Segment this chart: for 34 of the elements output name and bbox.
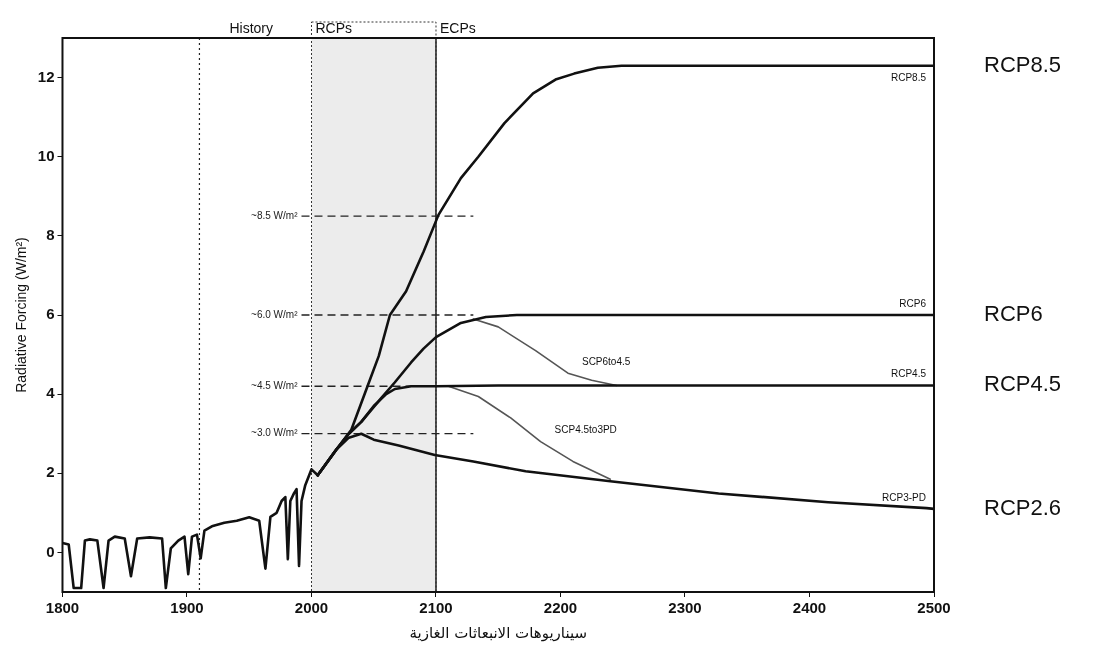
ref-line-label: ~3.0 W/m² xyxy=(251,427,299,439)
text: RCP6 xyxy=(984,301,1043,327)
ref-line-label: ECPs xyxy=(439,19,476,36)
ref-line-label: ~8.5 W/m² xyxy=(251,209,299,221)
x-tick-label: 2000 xyxy=(294,599,329,617)
text: RCP2.6 xyxy=(984,494,1062,520)
text: RCP8.5 xyxy=(984,51,1062,77)
series-label: SCP6to4.5 xyxy=(581,355,631,367)
series-label: RCP4.5 xyxy=(890,368,927,380)
x-tick-label: 2300 xyxy=(668,599,702,617)
band-label: RCPs xyxy=(315,19,353,36)
series-label: RCP3-PD xyxy=(882,491,926,503)
y-tick-label: 4 xyxy=(46,384,56,402)
ref-line-label: ~4.5 W/m² xyxy=(251,379,299,391)
x-tick-label: 1900 xyxy=(170,599,204,617)
series-label: RCP6 xyxy=(899,297,927,309)
x-tick-label: 2500 xyxy=(917,599,951,617)
y-tick-label: 10 xyxy=(37,146,55,164)
y-tick-label: 2 xyxy=(46,463,55,481)
x-tick-label: 1800 xyxy=(45,599,80,617)
x-axis-title: سيناريوهات الانبعاثات الغازية xyxy=(409,623,588,642)
ref-line-label: ~6.0 W/m² xyxy=(251,308,299,320)
text: RCP4.5 xyxy=(984,371,1062,397)
series-label: RCP8.5 xyxy=(890,72,927,84)
y-tick-label: 12 xyxy=(37,67,55,85)
x-tick-label: 2200 xyxy=(543,599,578,617)
ref-line-label: History xyxy=(229,19,273,36)
y-tick-label: 8 xyxy=(46,226,55,243)
y-tick-label: 0 xyxy=(46,542,55,560)
y-tick-label: 6 xyxy=(46,305,55,323)
x-tick-label: 2400 xyxy=(792,599,827,617)
y-axis-title: Radiative Forcing (W/m²) xyxy=(13,237,30,393)
series-label: SCP4.5to3PD xyxy=(554,424,617,436)
x-tick-label: 2100 xyxy=(419,599,453,617)
